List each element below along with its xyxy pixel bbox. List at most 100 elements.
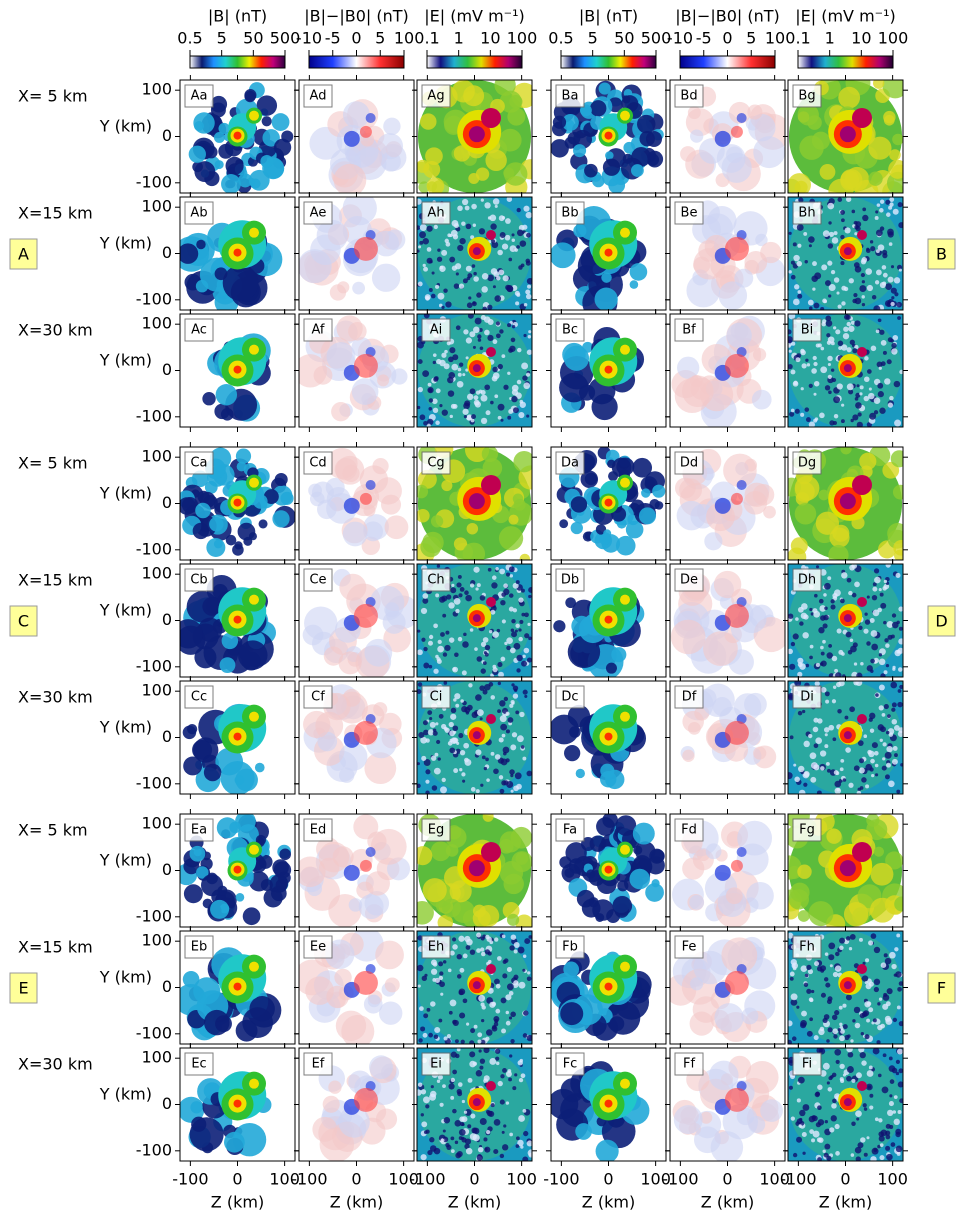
heat-blob [841, 419, 845, 423]
heat-blob [793, 967, 797, 971]
heat-blob [499, 775, 503, 779]
heat-blob [489, 940, 493, 944]
heat-blob [501, 759, 508, 766]
heat-blob [194, 646, 216, 668]
heat-blob [879, 208, 884, 213]
heat-blob [372, 264, 400, 292]
heat-blob [835, 1151, 840, 1156]
heat-blob [789, 270, 792, 273]
heat-blob [526, 212, 532, 218]
heat-blob [477, 709, 484, 716]
heat-blob [888, 402, 893, 407]
heat-blob [460, 1122, 464, 1126]
heat-blob [831, 341, 835, 345]
heat-blob [475, 401, 481, 407]
heat-blob [527, 623, 530, 626]
heat-blob [441, 306, 444, 309]
heat-blob [526, 415, 529, 418]
heat-blob [501, 1028, 506, 1033]
colorbar-tick-label: 0.1 [414, 29, 439, 48]
colorbar-tick-label: 10 [765, 29, 785, 48]
heat-blob [870, 246, 875, 251]
heat-blob [845, 716, 849, 720]
heat-blob [891, 450, 908, 467]
panel-label: Ce [309, 573, 326, 588]
heat-blob [459, 990, 464, 995]
group-label: D [935, 612, 947, 631]
heat-blob [511, 790, 514, 793]
heat-blob [605, 366, 613, 374]
heat-blob [323, 1096, 340, 1113]
heat-blob [827, 356, 832, 361]
heat-blob [375, 941, 404, 970]
heat-blob [511, 934, 516, 939]
heat-blob [794, 284, 799, 289]
heat-blob [825, 733, 828, 736]
heat-blob [703, 631, 738, 666]
heat-blob [441, 1139, 444, 1142]
heat-blob [828, 1076, 832, 1080]
heat-blob [813, 362, 817, 366]
heat-blob [823, 593, 827, 597]
heat-blob [458, 1082, 463, 1087]
heat-blob [753, 747, 766, 760]
y-axis-label: Y (km) [99, 601, 152, 620]
heat-blob [802, 1132, 807, 1137]
heat-blob [279, 849, 291, 861]
heat-blob [887, 359, 892, 364]
heat-blob [461, 706, 467, 712]
heat-blob [249, 595, 259, 605]
heat-blob [295, 856, 326, 887]
heat-blob [877, 1002, 880, 1005]
heat-blob [455, 1141, 458, 1144]
heat-blob [888, 160, 907, 179]
heat-blob [452, 1020, 457, 1025]
heat-blob [439, 266, 445, 272]
heat-blob [842, 1004, 846, 1008]
heat-blob [639, 507, 656, 524]
heat-blob [717, 144, 746, 173]
heat-blob [499, 526, 523, 550]
heat-blob [884, 953, 888, 957]
y-tick-label: 0 [162, 977, 172, 996]
heat-blob [839, 1064, 844, 1069]
heat-blob [855, 298, 862, 305]
heat-blob [472, 264, 476, 268]
heat-blob [499, 329, 503, 333]
heat-blob [816, 343, 820, 347]
heat-blob [835, 952, 839, 956]
heat-blob [510, 744, 516, 750]
heat-blob [493, 1149, 498, 1154]
colorbar-tick-label: 100 [507, 29, 538, 48]
heat-blob [457, 1091, 462, 1096]
heat-blob [828, 221, 831, 224]
heat-blob [880, 739, 883, 742]
heat-blob [215, 160, 224, 169]
heat-blob [808, 901, 833, 926]
heat-blob [884, 704, 889, 709]
heat-blob [191, 1117, 206, 1132]
heat-blob [515, 291, 520, 296]
heat-blob [509, 346, 515, 352]
heat-blob [497, 250, 503, 256]
heat-blob [834, 1049, 841, 1056]
row-label: X= 5 km [18, 821, 88, 840]
heat-blob [470, 1028, 475, 1033]
heat-blob [508, 1078, 512, 1082]
heat-blob [850, 638, 854, 642]
heat-blob [836, 682, 841, 687]
heat-blob [606, 663, 617, 674]
panel-label: Bd [680, 89, 697, 104]
heat-blob [360, 126, 372, 138]
heat-blob [819, 413, 825, 419]
heat-blob [824, 300, 827, 303]
heat-blob [443, 960, 447, 964]
heat-blob [204, 764, 222, 782]
heat-blob [826, 1039, 830, 1043]
heat-blob [524, 648, 530, 654]
panel-label: Ci [430, 690, 443, 705]
heat-blob [882, 742, 886, 746]
y-axis-label: Y (km) [99, 484, 152, 503]
heat-blob [385, 977, 400, 992]
heat-blob [419, 1006, 424, 1011]
